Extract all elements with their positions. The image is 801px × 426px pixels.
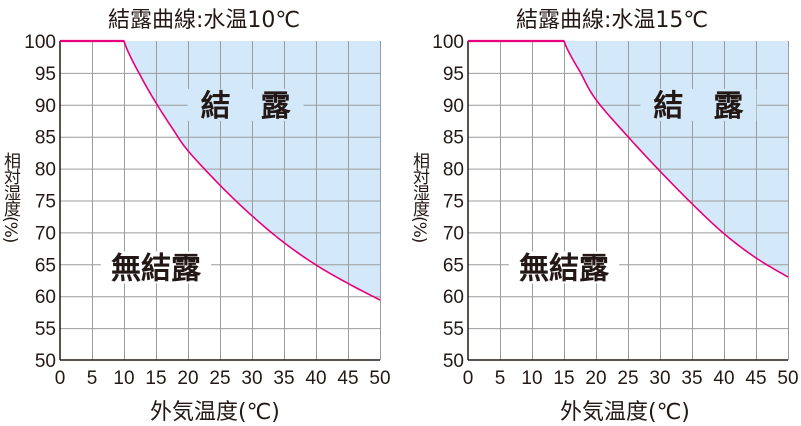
svg-text:15: 15 [145, 368, 166, 389]
svg-text:50: 50 [35, 351, 56, 372]
svg-text:5: 5 [495, 368, 506, 389]
svg-text:40: 40 [305, 368, 326, 389]
condensation-label: 結 露 [653, 89, 744, 124]
svg-text:15: 15 [553, 368, 574, 389]
svg-text:75: 75 [35, 192, 56, 213]
x-axis-label: 外気温度(℃) [560, 400, 690, 425]
svg-text:65: 65 [35, 255, 56, 276]
svg-text:75: 75 [443, 192, 464, 213]
tick-labels: 50 55 60 65 70 75 80 85 90 95 100 0 5 10 15 20 25 30 35 40 4… [24, 32, 390, 389]
svg-text:95: 95 [35, 64, 56, 85]
svg-text:50: 50 [777, 368, 798, 389]
svg-text:60: 60 [35, 287, 56, 308]
svg-text:20: 20 [177, 368, 198, 389]
svg-text:30: 30 [241, 368, 262, 389]
svg-text:50: 50 [443, 351, 464, 372]
chart-title: 結露曲線:水温10℃ [108, 8, 301, 33]
dew-curve-chart-water-15c: 結露曲線:水温15℃ 相対湿度(%) 結 露無結露 50 55 60 65 70 75 80 8… [400, 0, 800, 425]
svg-text:55: 55 [443, 319, 464, 340]
axes [467, 41, 788, 361]
svg-text:50: 50 [369, 368, 390, 389]
svg-text:100: 100 [24, 32, 56, 53]
svg-text:25: 25 [617, 368, 638, 389]
svg-text:0: 0 [463, 368, 474, 389]
dew-curve-chart-water-10c: 結露曲線:水温10℃ 相対湿度(%) 結 露無結露 50 55 60 65 70 75 80 8… [0, 0, 400, 425]
svg-text:10: 10 [113, 368, 134, 389]
svg-text:20: 20 [585, 368, 606, 389]
svg-text:80: 80 [443, 160, 464, 181]
condensation-region [564, 41, 788, 278]
y-axis-label: 相対湿度(%) [0, 152, 20, 243]
grid-lines [468, 41, 789, 360]
svg-text:55: 55 [35, 319, 56, 340]
no-condensation-label: 無結露 [111, 251, 202, 286]
svg-text:70: 70 [35, 223, 56, 244]
svg-text:0: 0 [55, 368, 66, 389]
svg-text:65: 65 [443, 255, 464, 276]
dew-point-curve [468, 40, 789, 278]
svg-text:85: 85 [443, 128, 464, 149]
axes [59, 41, 380, 361]
svg-text:90: 90 [35, 96, 56, 117]
svg-text:45: 45 [337, 368, 358, 389]
svg-text:70: 70 [443, 223, 464, 244]
svg-text:100: 100 [432, 32, 464, 53]
svg-text:85: 85 [35, 128, 56, 149]
svg-text:35: 35 [273, 368, 294, 389]
svg-text:80: 80 [35, 160, 56, 181]
svg-text:10: 10 [521, 368, 542, 389]
y-axis-label: 相対湿度(%) [409, 152, 429, 243]
svg-text:30: 30 [649, 368, 670, 389]
svg-text:60: 60 [443, 287, 464, 308]
svg-text:25: 25 [209, 368, 230, 389]
svg-text:40: 40 [713, 368, 734, 389]
svg-text:45: 45 [745, 368, 766, 389]
condensation-label: 結 露 [201, 89, 292, 124]
tick-labels: 50 55 60 65 70 75 80 85 90 95 100 0 5 10 15 20 25 30 35 40 4… [432, 32, 798, 389]
no-condensation-label: 無結露 [519, 251, 610, 286]
svg-text:5: 5 [87, 368, 98, 389]
dew-point-curve [60, 40, 381, 301]
svg-text:90: 90 [443, 96, 464, 117]
svg-text:95: 95 [443, 64, 464, 85]
x-axis-label: 外気温度(℃) [150, 400, 280, 425]
svg-text:35: 35 [681, 368, 702, 389]
chart-title: 結露曲線:水温15℃ [516, 8, 709, 33]
